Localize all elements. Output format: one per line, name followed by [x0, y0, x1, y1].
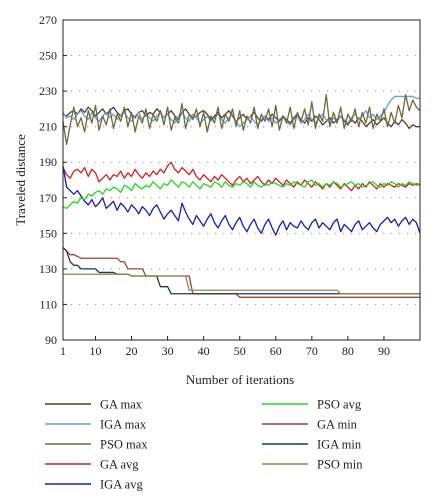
- x-tick-label: 90: [378, 344, 390, 358]
- legend-label-pso-max: PSO max: [100, 438, 148, 452]
- y-tick-label: 270: [39, 13, 57, 27]
- legend: GA max IGA max PSO max GA avg IGA avg PSO avg…: [45, 398, 363, 492]
- legend-label-pso-min: PSO min: [317, 458, 363, 472]
- plot-frame: [62, 19, 421, 341]
- series-line-iga-avg: [62, 165, 421, 236]
- series-lines: [62, 94, 421, 298]
- series-line-pso-avg: [62, 179, 421, 210]
- legend-label-iga-max: IGA max: [100, 418, 147, 432]
- legend-label-ga-avg: GA avg: [100, 458, 139, 472]
- series-line-pso-min: [63, 273, 420, 295]
- series-line-ga-min: [62, 247, 420, 298]
- y-tick-label: 110: [39, 297, 57, 311]
- x-tick-label: 10: [89, 344, 101, 358]
- x-tick-label: 30: [162, 344, 174, 358]
- gridlines: [63, 19, 420, 305]
- series-line-ga-avg: [62, 161, 421, 192]
- y-tick-label: 90: [45, 333, 57, 347]
- y-tick-label: 210: [39, 120, 57, 134]
- y-tick-label: 150: [39, 226, 57, 240]
- x-tick-label: 70: [306, 344, 318, 358]
- x-tick-label: 1: [60, 344, 66, 358]
- x-tick-label: 60: [270, 344, 282, 358]
- legend-label-ga-min: GA min: [317, 418, 358, 432]
- legend-label-iga-avg: IGA avg: [100, 478, 143, 492]
- y-tick-label: 230: [39, 84, 57, 98]
- legend-label-pso-avg: PSO avg: [317, 398, 362, 412]
- x-tick-label: 80: [342, 344, 354, 358]
- y-tick-label: 170: [39, 191, 57, 205]
- legend-label-iga-min: IGA min: [317, 438, 362, 452]
- x-axis-label: Number of iterations: [186, 372, 294, 387]
- y-axis-label: Traveled distance: [13, 134, 28, 226]
- x-tick-label: 40: [198, 344, 210, 358]
- legend-label-ga-max: GA max: [100, 398, 143, 412]
- x-tick-label: 50: [234, 344, 246, 358]
- x-tick-label: 20: [126, 344, 138, 358]
- series-line-pso-max: [62, 94, 421, 146]
- y-tick-label: 250: [39, 49, 57, 63]
- y-tick-label: 190: [39, 155, 57, 169]
- series-line-iga-min: [62, 247, 420, 295]
- y-tick-label: 130: [39, 262, 57, 276]
